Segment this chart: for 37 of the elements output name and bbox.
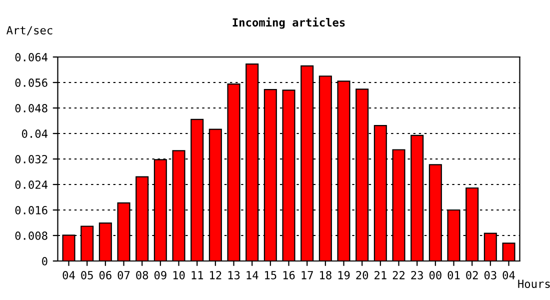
x-tick-label: 05: [81, 270, 93, 280]
x-tick-label: 01: [448, 270, 460, 280]
x-tick-label: 20: [356, 270, 368, 280]
x-tick-label: 07: [118, 270, 130, 280]
y-tick-label: 0.056: [15, 78, 48, 87]
x-tick-label: 00: [429, 270, 442, 280]
x-tick-label: 17: [302, 271, 313, 280]
chart-title: Incoming articles: [232, 17, 345, 29]
x-tick-label: 18: [320, 270, 332, 280]
x-tick-label: 04: [502, 270, 515, 280]
y-tick-label: 0.04: [22, 130, 48, 138]
x-tick-label: 03: [484, 270, 496, 280]
x-tick-label: 19: [338, 270, 350, 280]
x-tick-label: 02: [466, 270, 478, 280]
x-tick-label: 04: [62, 270, 75, 280]
x-tick-label: 12: [210, 270, 222, 280]
x-tick-label: 06: [99, 270, 112, 280]
x-tick-label: 16: [283, 270, 295, 280]
x-tick-label: 14: [246, 271, 258, 280]
y-tick-label: 0.016: [15, 206, 48, 214]
x-tick-label: 08: [136, 270, 148, 280]
x-tick-label: 11: [192, 271, 204, 280]
y-axis-title: Art/sec: [6, 26, 52, 36]
x-tick-label: 13: [228, 270, 240, 280]
y-tick-label: 0.008: [15, 232, 48, 240]
x-tick-label: 10: [173, 270, 185, 280]
y-tick-label: 0.032: [15, 155, 48, 164]
x-tick-label: 15: [265, 271, 276, 280]
x-tick-label: 23: [411, 270, 423, 280]
y-tick-label: 0.024: [15, 180, 48, 189]
y-tick-label: 0: [42, 257, 48, 266]
x-tick-label: 09: [154, 270, 166, 280]
x-tick-label: 22: [392, 270, 404, 280]
y-tick-label: 0.064: [15, 53, 48, 62]
y-tick-label: 0.048: [15, 104, 48, 112]
x-tick-label: 21: [374, 270, 386, 280]
x-axis-title: Hours: [518, 280, 550, 288]
